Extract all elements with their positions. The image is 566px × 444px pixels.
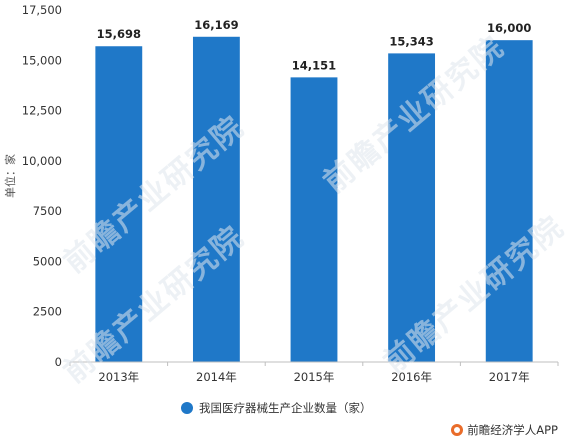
bar-data-label: 16,169: [194, 18, 238, 32]
bar: [95, 46, 143, 362]
bar: [290, 77, 338, 363]
bar-data-label: 15,698: [97, 27, 141, 41]
bar-data-label: 16,000: [487, 21, 531, 35]
x-tick-label: 2015年: [294, 370, 335, 384]
y-tick-label: 10,000: [22, 154, 62, 168]
y-axis-title: 单位：家: [3, 154, 17, 198]
brand-text: 前瞻经济学人APP: [467, 423, 558, 437]
legend-marker-icon: [181, 402, 193, 414]
y-tick-label: 5000: [33, 254, 62, 268]
legend-label: 我国医疗器械生产企业数量（家）: [199, 401, 372, 415]
y-tick-label: 12,500: [22, 104, 62, 118]
legend: 我国医疗器械生产企业数量（家）: [181, 400, 372, 416]
x-tick-label: 2016年: [391, 370, 432, 384]
y-tick-label: 7500: [33, 204, 62, 218]
bar-data-label: 14,151: [292, 58, 336, 72]
x-tick-label: 2013年: [98, 370, 139, 384]
y-tick-label: 2500: [33, 305, 62, 319]
y-tick-label: 17,500: [22, 3, 62, 17]
bar: [192, 36, 240, 362]
qianzhan-logo-icon: [451, 424, 464, 436]
bar: [388, 53, 436, 363]
bar-data-label: 15,343: [389, 34, 433, 48]
y-tick-label: 15,000: [22, 53, 62, 67]
y-tick-label: 0: [55, 355, 62, 369]
brand-badge: 前瞻经济学人APP: [451, 422, 558, 438]
x-tick-label: 2017年: [489, 370, 530, 384]
bar: [485, 40, 533, 363]
x-tick-label: 2014年: [196, 370, 237, 384]
